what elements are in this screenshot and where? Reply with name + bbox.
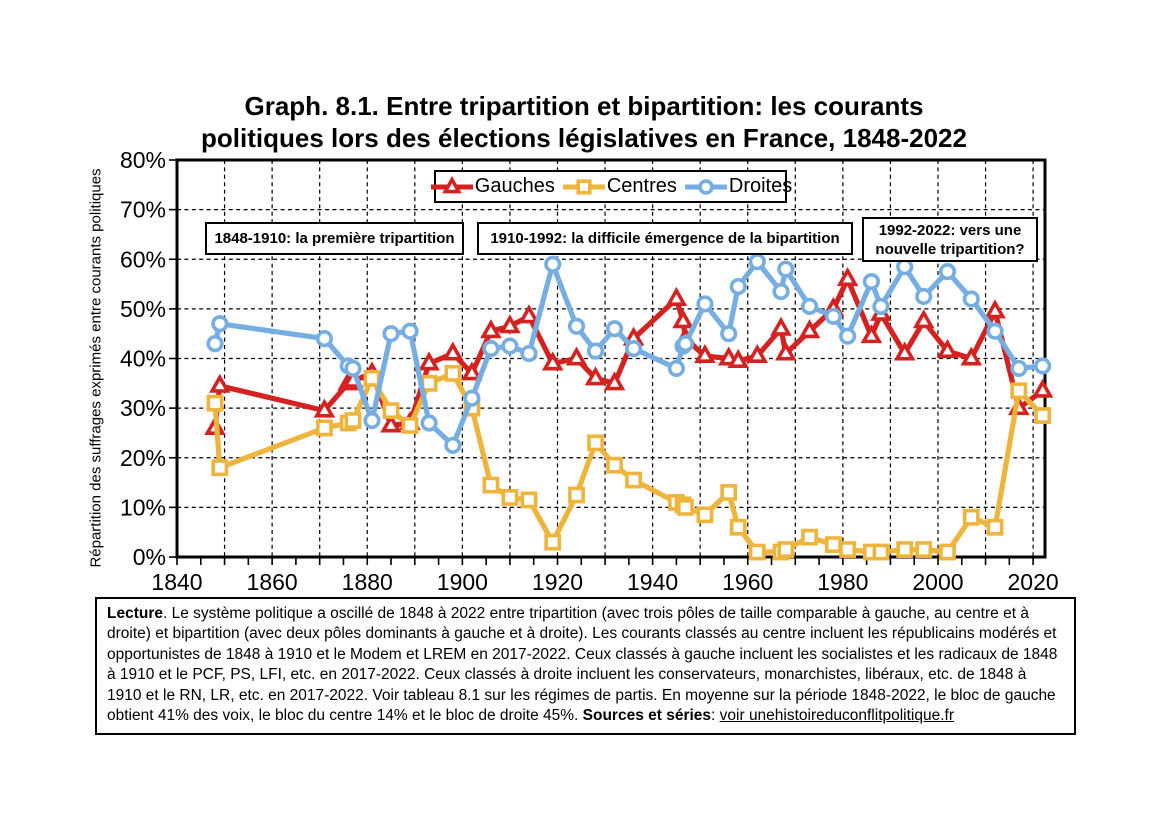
x-tick-label: 1980 — [817, 569, 868, 595]
annotation-text-line2: nouvelle tripartition? — [875, 240, 1025, 258]
y-tick-label: 70% — [120, 197, 166, 223]
annotation-text: 1910-1992: la difficile émergence de la … — [490, 230, 840, 247]
chart-title-line1: Graph. 8.1. Entre tripartition et bipart… — [244, 91, 924, 121]
y-tick-label: 80% — [120, 147, 166, 173]
y-tick-label: 20% — [120, 445, 166, 471]
x-axis-labels: 1840 1860 1880 1900 1920 1940 1960 1980 2000 2020 — [151, 569, 1058, 595]
annotation-text: 1848-1910: la première tripartition — [214, 230, 455, 247]
y-axis-labels: 0% 10% 20% 30% 40% 50% 60% 70% 80% — [120, 147, 166, 570]
axis-ticks — [169, 159, 1034, 565]
y-tick-label: 60% — [120, 246, 166, 272]
chart-title: Graph. 8.1. Entre tripartition et bipart… — [0, 90, 1168, 154]
x-tick-label: 1960 — [722, 569, 773, 595]
x-tick-label: 1880 — [342, 569, 393, 595]
y-tick-label: 10% — [120, 494, 166, 520]
gauches-triangle-marker-icon — [429, 175, 475, 198]
legend-label-gauches: Gauches — [474, 175, 555, 197]
legend-label-droites: Droites — [728, 175, 793, 197]
x-tick-label: 1840 — [151, 569, 202, 595]
y-tick-label: 0% — [133, 544, 166, 570]
annotation-first-tripartition: 1848-1910: la première tripartition — [205, 222, 464, 255]
sources-link-text: voir unehistoireduconflitpolitique.fr — [719, 707, 955, 725]
lecture-label: Lecture — [107, 605, 163, 622]
series-centres — [206, 364, 1052, 561]
x-tick-label: 1900 — [437, 569, 488, 595]
x-tick-label: 1920 — [532, 569, 583, 595]
legend: Gauches Centres Droites — [430, 170, 792, 203]
x-tick-label: 2000 — [912, 569, 963, 595]
annotation-new-tripartition: 1992-2022: vers une nouvelle tripartitio… — [862, 217, 1038, 262]
y-tick-label: 40% — [120, 346, 166, 372]
lecture-note-box: Lecture. Le système politique a oscillé … — [95, 597, 1076, 736]
droites-circle-marker-icon — [683, 176, 729, 198]
lecture-text: . Le système politique a oscillé de 1848… — [107, 605, 1058, 725]
centres-square-marker-icon — [561, 176, 607, 198]
legend-item-droites: Droites — [683, 175, 792, 198]
y-tick-label: 50% — [120, 296, 166, 322]
sources-separator: : — [711, 707, 720, 725]
series-droites — [206, 253, 1052, 454]
sources-label: Sources et séries — [582, 707, 712, 725]
annotation-bipartition: 1910-1992: la difficile émergence de la … — [477, 222, 853, 255]
annotation-text-line1: 1992-2022: vers une — [878, 221, 1022, 239]
chart-title-line2: politiques lors des élections législativ… — [201, 123, 967, 153]
x-tick-label: 2020 — [1008, 569, 1059, 595]
x-tick-label: 1860 — [247, 569, 298, 595]
legend-item-gauches: Gauches — [429, 175, 555, 198]
legend-item-centres: Centres — [561, 175, 677, 198]
y-tick-label: 30% — [120, 395, 166, 421]
x-tick-label: 1940 — [627, 569, 678, 595]
legend-label-centres: Centres — [606, 175, 677, 197]
